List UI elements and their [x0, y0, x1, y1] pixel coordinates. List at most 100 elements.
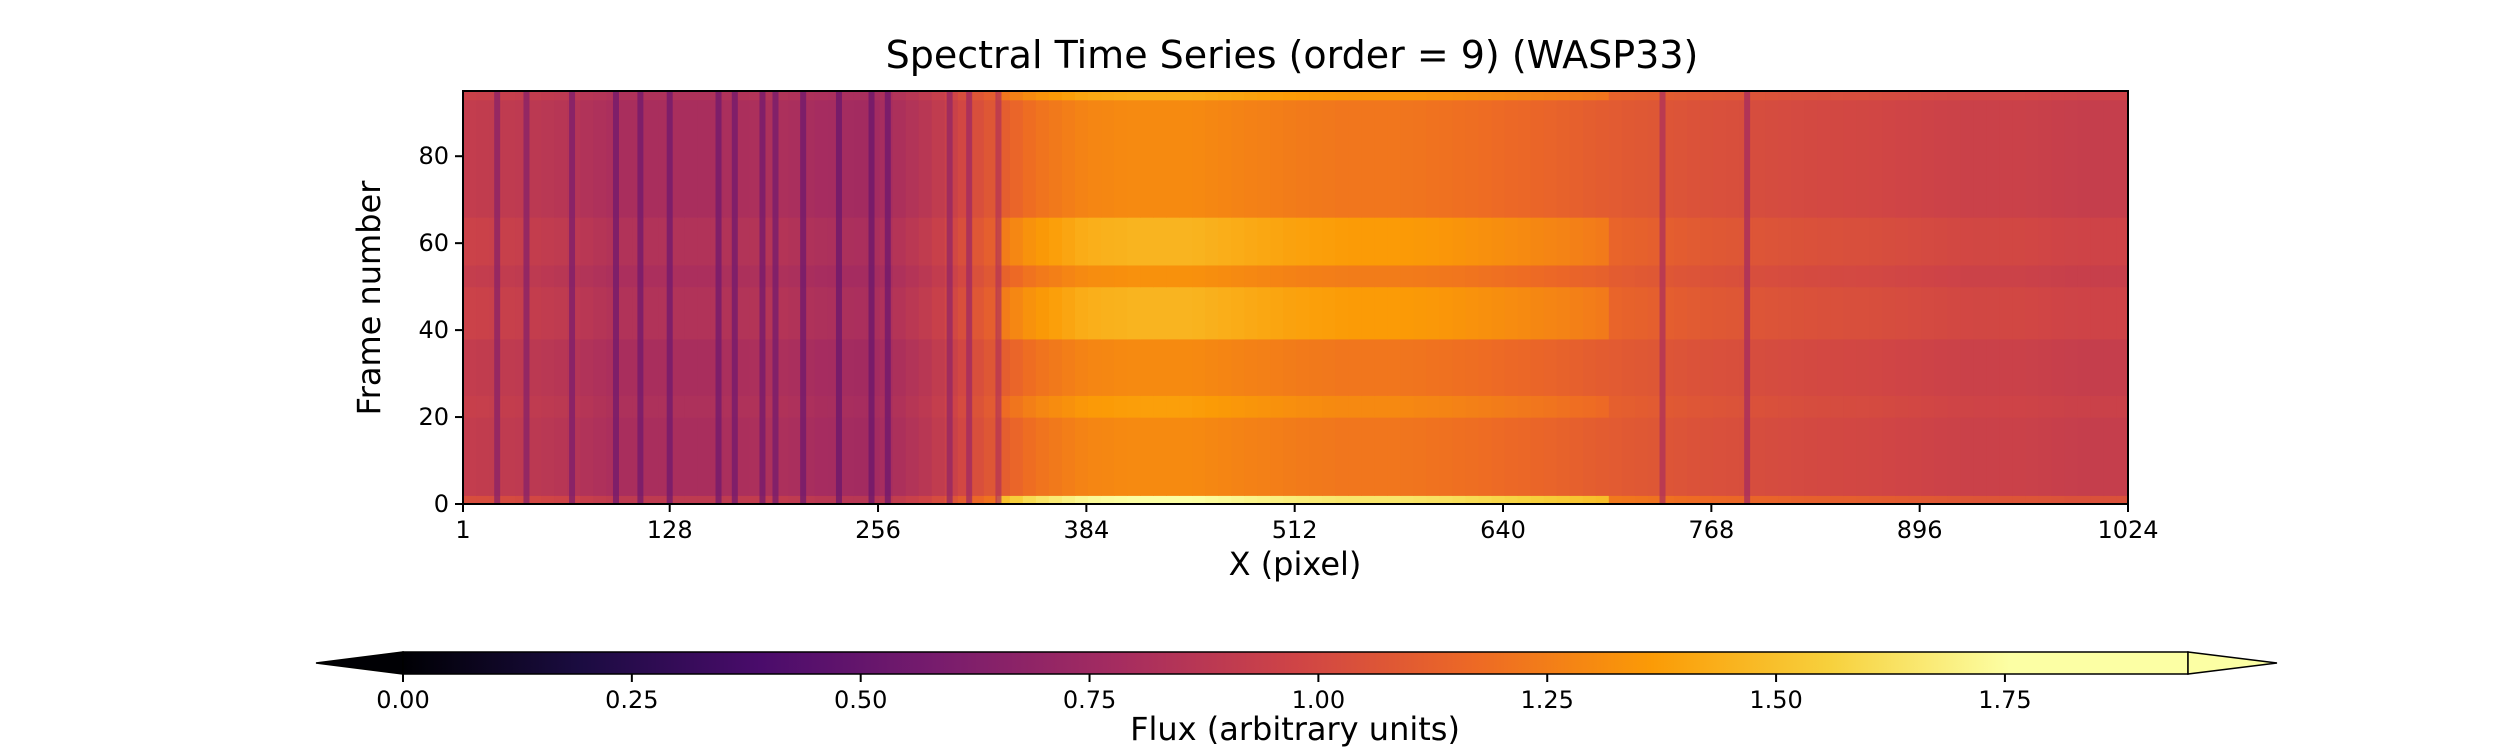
heatmap-cell — [1934, 417, 1948, 496]
heatmap-cell — [1361, 286, 1376, 340]
heatmap-cell — [1283, 91, 1297, 101]
heatmap-cell — [1400, 286, 1415, 340]
heatmap-cell — [1804, 264, 1818, 288]
heatmap-cell — [1048, 495, 1063, 505]
heatmap-cell — [645, 99, 659, 218]
heatmap-cell — [1947, 495, 1961, 505]
heatmap-cell — [2116, 286, 2129, 340]
heatmap-cell — [1061, 495, 1076, 505]
heatmap-cell — [1283, 99, 1297, 218]
heatmap-cell — [1634, 286, 1649, 340]
heatmap-cell — [1791, 264, 1805, 288]
heatmap-cell — [1413, 286, 1428, 340]
heatmap-cell — [1296, 91, 1310, 101]
heatmap-cell — [684, 91, 698, 101]
heatmap-cell — [1322, 217, 1336, 266]
heatmap-cell — [684, 395, 698, 418]
heatmap-cell — [1843, 99, 1857, 218]
heatmap-cell — [892, 338, 907, 396]
heatmap-cell — [515, 495, 529, 505]
heatmap-cell — [1817, 495, 1831, 505]
heatmap-cell — [1400, 338, 1415, 396]
absorption-line — [1659, 91, 1666, 504]
heatmap-cell — [983, 264, 998, 288]
heatmap-cell — [1478, 91, 1493, 101]
heatmap-cell — [658, 91, 672, 101]
heatmap-cell — [918, 417, 933, 496]
heatmap-cell — [1140, 495, 1154, 505]
heatmap-cell — [502, 338, 516, 396]
heatmap-cell — [814, 417, 829, 496]
heatmap-cell — [1465, 338, 1480, 396]
x-tick-label: 1024 — [2097, 516, 2158, 544]
heatmap-cell — [1309, 395, 1323, 418]
heatmap-cell — [1517, 99, 1532, 218]
heatmap-cell — [1127, 417, 1141, 496]
heatmap-cell — [580, 91, 594, 101]
heatmap-cell — [619, 264, 633, 288]
heatmap-cell — [1166, 495, 1180, 505]
heatmap-cell — [840, 217, 855, 266]
heatmap-cell — [1374, 495, 1389, 505]
heatmap-cell — [1192, 286, 1206, 340]
heatmap-cell — [1686, 417, 1701, 496]
heatmap-cell — [1869, 99, 1883, 218]
heatmap-cell — [580, 217, 594, 266]
heatmap-cell — [801, 91, 816, 101]
heatmap-cell — [1335, 286, 1349, 340]
heatmap-cell — [905, 286, 920, 340]
heatmap-cell — [1348, 217, 1363, 266]
heatmap-cell — [1452, 338, 1467, 396]
heatmap-cell — [671, 99, 685, 218]
heatmap-cell — [840, 395, 855, 418]
heatmap-cell — [1686, 338, 1701, 396]
heatmap-cell — [528, 217, 542, 266]
heatmap-cell — [1231, 395, 1245, 418]
heatmap-cell — [1908, 338, 1922, 396]
heatmap-cell — [1569, 395, 1584, 418]
colorbar-tick-label: 0.50 — [834, 686, 887, 714]
heatmap-cell — [541, 395, 555, 418]
heatmap-cell — [1621, 286, 1636, 340]
heatmap-cell — [1725, 99, 1740, 218]
heatmap-cell — [1556, 286, 1571, 340]
heatmap-cell — [1087, 395, 1102, 418]
heatmap-cell — [1166, 217, 1180, 266]
heatmap-cell — [814, 99, 829, 218]
heatmap-cell — [580, 286, 594, 340]
heatmap-cell — [684, 495, 698, 505]
heatmap-cell — [1725, 264, 1740, 288]
heatmap-cell — [1595, 217, 1610, 266]
absorption-line — [946, 91, 953, 504]
heatmap-cell — [1048, 417, 1063, 496]
colorbar: 0.00 0.25 0.50 0.75 1.00 1.25 1.50 1.75 Flux (a… — [315, 651, 2278, 748]
heatmap-cell — [723, 91, 738, 101]
heatmap-cell — [1999, 91, 2014, 101]
heatmap-cell — [1166, 338, 1180, 396]
heatmap-cell — [1231, 99, 1245, 218]
heatmap-cell — [1283, 338, 1297, 396]
heatmap-cell — [1882, 338, 1896, 396]
heatmap-cell — [2077, 264, 2092, 288]
heatmap-cell — [2103, 395, 2118, 418]
heatmap-cell — [1127, 495, 1141, 505]
heatmap-cell — [1530, 417, 1545, 496]
heatmap-cell — [1348, 338, 1363, 396]
heatmap-cell — [2077, 395, 2092, 418]
heatmap-cell — [931, 217, 946, 266]
heatmap-cell — [1465, 264, 1480, 288]
heatmap-cell — [476, 338, 490, 396]
heatmap-cell — [853, 91, 868, 101]
heatmap-cell — [1296, 286, 1310, 340]
heatmap-cell — [1608, 217, 1623, 266]
heatmap-cell — [983, 495, 998, 505]
heatmap-cell — [1179, 395, 1193, 418]
heatmap-cell — [1022, 217, 1037, 266]
absorption-line — [494, 91, 501, 504]
heatmap-cell — [1140, 264, 1154, 288]
heatmap-cell — [1882, 264, 1896, 288]
heatmap-cell — [1074, 286, 1089, 340]
heatmap-cell — [1947, 217, 1961, 266]
heatmap-cell — [1856, 217, 1870, 266]
heatmap-cell — [697, 495, 711, 505]
